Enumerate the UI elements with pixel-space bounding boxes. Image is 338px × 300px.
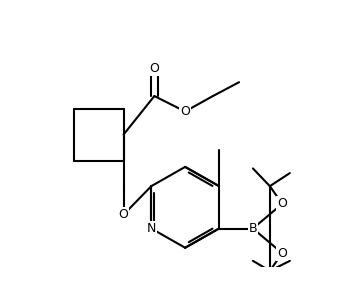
Text: O: O [277,247,287,260]
Text: O: O [277,197,287,210]
Text: B: B [249,222,257,235]
Text: O: O [180,105,190,118]
Text: N: N [147,222,156,235]
Text: O: O [119,208,128,221]
Text: O: O [149,62,159,75]
